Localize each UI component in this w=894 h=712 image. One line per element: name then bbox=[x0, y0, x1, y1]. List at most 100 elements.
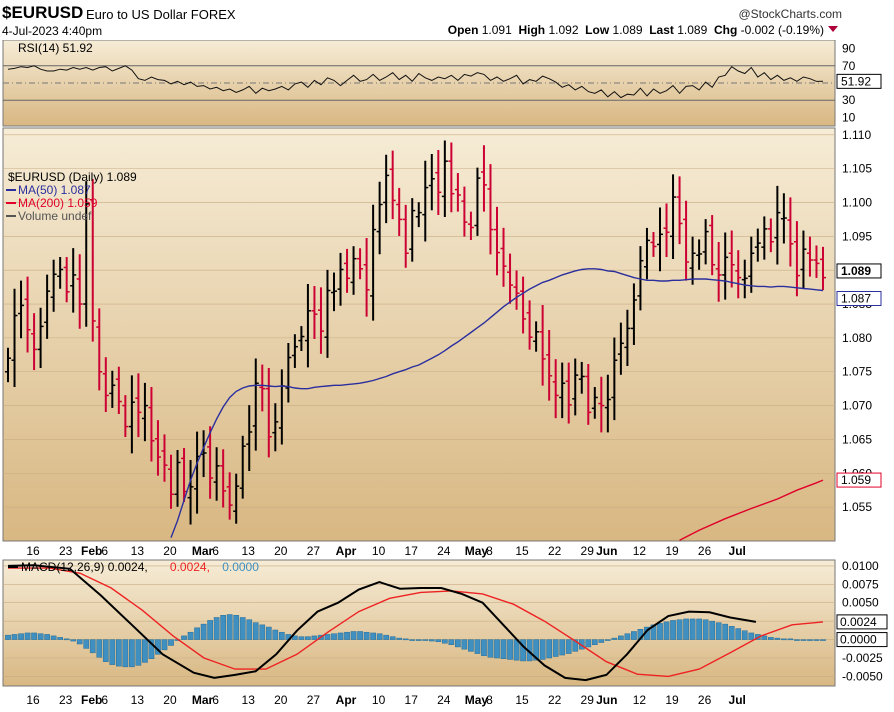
x-tick-label: 23 bbox=[59, 544, 73, 558]
ohlc-bar bbox=[487, 164, 494, 255]
macd-lines bbox=[7, 564, 824, 682]
ohlc-bar bbox=[774, 185, 781, 265]
histogram-bar bbox=[813, 639, 820, 641]
ohlc-bar bbox=[70, 248, 77, 313]
ohlc-bar bbox=[213, 447, 220, 501]
ohlc-bar bbox=[148, 386, 155, 462]
ohlc-bar bbox=[76, 254, 83, 329]
ohlc-bar bbox=[448, 142, 455, 213]
ohlc-bar bbox=[683, 200, 690, 281]
histogram-bar bbox=[37, 633, 44, 640]
ohlc-bar bbox=[611, 337, 618, 421]
x-tick-label: 6 bbox=[212, 693, 219, 707]
ohlc-bar bbox=[480, 145, 487, 212]
ohlc-bar bbox=[141, 382, 148, 442]
ohlc-bar bbox=[154, 420, 161, 476]
x-tick-label: Feb bbox=[81, 693, 102, 707]
ohlc-bar bbox=[552, 359, 559, 419]
histogram-bar bbox=[135, 639, 142, 666]
ohlc-bar bbox=[591, 387, 598, 419]
histogram-bar bbox=[122, 639, 129, 668]
histogram-bar bbox=[552, 639, 559, 657]
ohlc-bar bbox=[233, 473, 240, 524]
x-tick-label: 10 bbox=[372, 544, 386, 558]
histogram-bar bbox=[409, 639, 416, 641]
x-tick-label: May bbox=[465, 693, 489, 707]
histogram-bar bbox=[572, 639, 579, 652]
histogram-bar bbox=[161, 639, 168, 651]
histogram-bar bbox=[31, 632, 37, 640]
histogram-bar bbox=[18, 633, 24, 640]
ohlc-bar bbox=[357, 248, 364, 280]
macd-title: MACD(12,26,9) 0.0024, 0.0024, 0.0000 bbox=[8, 560, 259, 574]
histogram-bar bbox=[129, 639, 135, 668]
rsi-line bbox=[7, 65, 824, 99]
histogram-bar bbox=[428, 639, 435, 642]
last-value: 1.089 bbox=[677, 23, 708, 37]
x-tick-label: 6 bbox=[212, 544, 219, 558]
histogram-bar bbox=[57, 637, 64, 640]
histogram-bar bbox=[239, 617, 246, 640]
ohlc-bar bbox=[57, 257, 64, 289]
ohlc-bar bbox=[402, 204, 409, 268]
histogram-bar bbox=[794, 639, 800, 641]
histogram-bar bbox=[324, 634, 331, 640]
ohlc-bar bbox=[572, 358, 579, 416]
x-tick-label: 8 bbox=[486, 693, 493, 707]
macd-title-part: 0.0000 bbox=[222, 560, 259, 574]
x-tick-label: 15 bbox=[515, 693, 529, 707]
x-tick-label: 16 bbox=[26, 544, 40, 558]
histogram-bar bbox=[559, 639, 566, 656]
histogram-bar bbox=[709, 620, 716, 640]
histogram-bar bbox=[142, 639, 148, 663]
ohlc-bar bbox=[265, 367, 272, 458]
ohlc-bar bbox=[44, 274, 51, 339]
macd-tick-label: -0.0025 bbox=[842, 651, 883, 665]
histogram-bar bbox=[657, 623, 663, 640]
open-value: 1.091 bbox=[481, 23, 512, 37]
histogram-bar bbox=[513, 639, 520, 661]
ohlc-bar bbox=[376, 181, 383, 255]
histogram-bar bbox=[741, 630, 748, 640]
price-tick-label: 1.100 bbox=[842, 195, 872, 209]
histogram-bar bbox=[265, 626, 272, 640]
rsi-tick-label: 90 bbox=[842, 42, 856, 56]
ohlc-bar bbox=[780, 193, 787, 244]
ohlc-bar bbox=[722, 232, 729, 300]
rsi-value-tag-box bbox=[836, 73, 882, 89]
x-tick-label: 6 bbox=[101, 693, 108, 707]
histogram-bar bbox=[481, 639, 487, 657]
macd-tick-label: 0.0075 bbox=[842, 577, 879, 591]
histogram-bar bbox=[5, 634, 11, 640]
histogram-bar bbox=[604, 639, 611, 641]
x-tick-label: 26 bbox=[698, 693, 712, 707]
histogram-bar bbox=[735, 628, 742, 640]
histogram-bar bbox=[344, 631, 350, 640]
histogram-bar bbox=[402, 638, 409, 641]
price-title: $EURUSD (Daily) 1.089 bbox=[8, 170, 137, 184]
price-tag-box bbox=[836, 263, 882, 279]
ohlc-bar bbox=[128, 375, 135, 454]
ohlc-bar bbox=[657, 207, 663, 272]
price-tick-label: 1.110 bbox=[842, 128, 871, 142]
macd-histogram bbox=[5, 614, 826, 668]
ohlc-bar bbox=[526, 300, 533, 350]
x-tick-label: 17 bbox=[405, 544, 419, 558]
ohlc-bar bbox=[11, 288, 18, 388]
histogram-bar bbox=[676, 619, 683, 640]
ohlc-bar bbox=[702, 219, 709, 265]
histogram-bar bbox=[598, 639, 605, 643]
x-tick-label: 13 bbox=[131, 544, 145, 558]
ohlc-bar bbox=[5, 347, 11, 383]
x-tick-label: 24 bbox=[437, 693, 451, 707]
histogram-bar bbox=[591, 639, 598, 645]
ohlc-bar bbox=[800, 230, 807, 289]
price-tick-label: 1.080 bbox=[842, 331, 872, 345]
rsi-panel: RSI(14) 51.92 907050301051.92 bbox=[2, 40, 882, 127]
histogram-bar bbox=[468, 639, 474, 652]
ohlc-bar bbox=[650, 231, 657, 257]
ohlc-bar bbox=[337, 252, 344, 306]
histogram-bar bbox=[800, 639, 807, 641]
ohlc-bar bbox=[370, 204, 377, 321]
